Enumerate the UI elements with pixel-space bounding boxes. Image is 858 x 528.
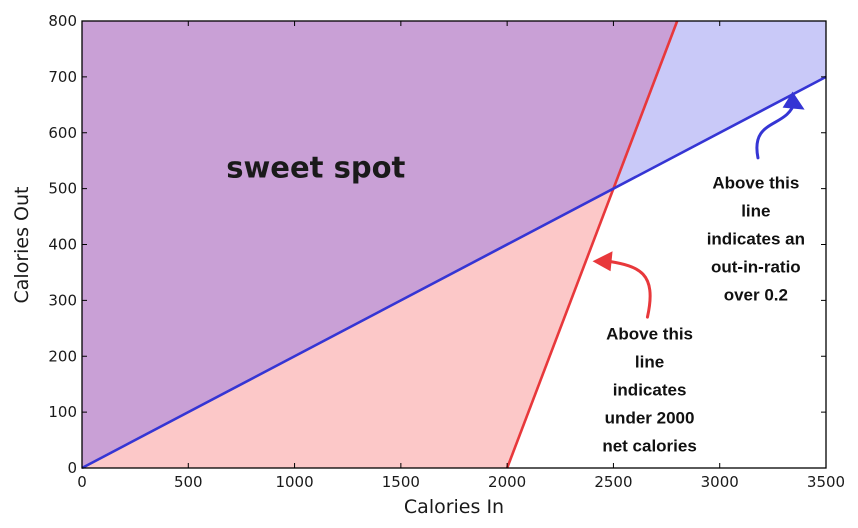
y-tick-label: 400: [48, 236, 77, 254]
x-tick-label: 1500: [382, 473, 420, 491]
ratio-annotation-line: indicates an: [707, 230, 805, 249]
ratio-annotation-arrowhead: [782, 91, 805, 110]
y-tick-label: 0: [67, 459, 77, 477]
x-tick-label: 3000: [701, 473, 739, 491]
x-axis-title: Calories In: [404, 496, 504, 518]
net-calories-annotation-arrow: [607, 259, 652, 319]
x-tick-label: 1000: [275, 473, 313, 491]
blue-series-line: [81, 75, 827, 470]
y-tick-label: 800: [48, 12, 77, 30]
y-tick-label: 300: [48, 291, 77, 309]
ratio-annotation: Above this line indicates an out-in-ratio ov…: [707, 91, 805, 305]
y-tick-label: 600: [48, 124, 77, 142]
net-calories-annotation-line: under 2000: [605, 408, 695, 427]
x-tick-label: 2500: [594, 473, 632, 491]
net-calories-annotation-arrowhead: [592, 251, 613, 272]
y-tick-label: 200: [48, 347, 77, 365]
ratio-annotation-line: out-in-ratio: [711, 258, 801, 277]
x-axis: 0 500 1000 1500 2000 2500 3000 3500: [77, 21, 845, 491]
x-tick-label: 500: [174, 473, 203, 491]
y-tick-label: 100: [48, 403, 77, 421]
y-tick-label: 700: [48, 68, 77, 86]
ratio-only-region: [613, 21, 826, 189]
series-lines: [81, 20, 827, 470]
x-tick-label: 3500: [807, 473, 845, 491]
y-axis-title: Calories Out: [11, 187, 33, 304]
x-tick-label: 2000: [488, 473, 526, 491]
net-calories-annotation-line: Above this: [606, 324, 693, 343]
sweet-spot-region: [82, 21, 678, 468]
net-calories-annotation: Above this line indicates under 2000 net cal…: [592, 251, 697, 455]
ratio-annotation-line: Above this: [712, 174, 799, 193]
ratio-annotation-line: over 0.2: [724, 286, 788, 305]
x-tick-label: 0: [77, 473, 87, 491]
y-axis: 0 100 200 300 400 500 600 700 800: [48, 12, 826, 477]
ratio-annotation-line: line: [741, 202, 770, 221]
y-tick-label: 500: [48, 180, 77, 198]
sweet-spot-label: sweet spot: [226, 150, 405, 184]
net-calories-annotation-line: net calories: [602, 436, 697, 455]
net-calories-annotation-line: indicates: [613, 380, 687, 399]
net-calories-annotation-line: line: [635, 352, 664, 371]
red-series-line: [505, 20, 679, 469]
ratio-annotation-arrow: [755, 100, 797, 160]
